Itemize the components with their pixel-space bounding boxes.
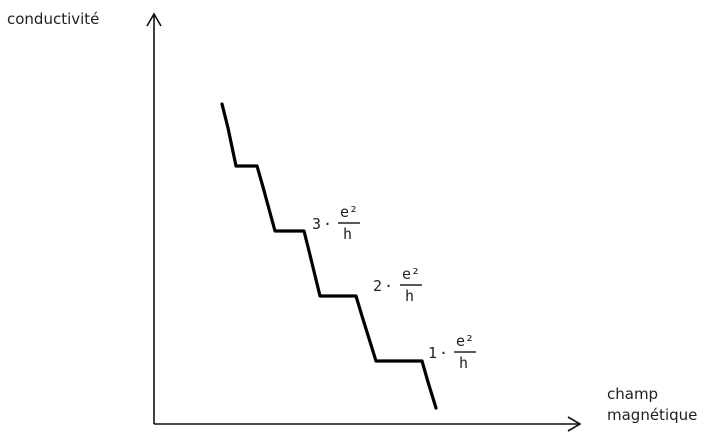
plateau-1-coefficient: 1	[428, 344, 437, 362]
y-axis-label: conductivité	[7, 10, 99, 28]
y-axis-arrowhead	[146, 12, 162, 27]
plateau-2-coefficient: 2	[373, 277, 382, 295]
plateau-2-numerator: e²	[402, 265, 420, 283]
plateau-3-dot: ·	[323, 215, 332, 233]
plateau-label-2: 2 · e² h	[373, 265, 422, 305]
plateau-1-dot: ·	[439, 344, 448, 362]
plateau-3-numerator: e²	[340, 203, 358, 221]
plateau-1-denominator: h	[459, 354, 468, 372]
x-axis-label-line1: champ	[607, 385, 658, 403]
plateau-3-coefficient: 3	[312, 215, 321, 233]
plateau-1-numerator: e²	[456, 332, 474, 350]
x-axis-arrowhead	[567, 416, 582, 432]
plateau-label-3: 3 · e² h	[312, 203, 360, 243]
conductivity-staircase-curve	[220, 102, 438, 410]
plateau-2-dot: ·	[384, 277, 393, 295]
x-axis-label-line2: magnétique	[607, 406, 697, 424]
plateau-label-1: 1 · e² h	[428, 332, 476, 372]
plateau-2-denominator: h	[405, 287, 414, 305]
plateau-3-denominator: h	[343, 225, 352, 243]
